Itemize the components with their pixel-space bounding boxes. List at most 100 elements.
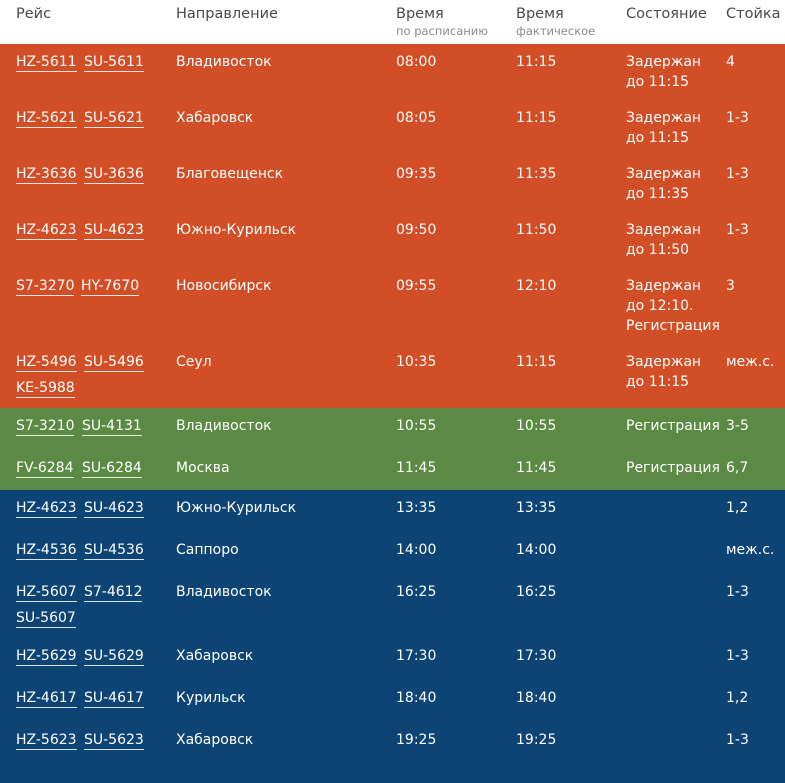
checkin-desk-cell: 1-3 [726,222,749,238]
checkin-desk-cell: 4 [726,54,735,70]
table-row: HZ-5629 SU-5629 Хабаровск 17:30 17:30 1-3 [0,638,785,680]
actual-time-cell: 17:30 [516,648,557,664]
direction-cell: Хабаровск [176,648,254,664]
checkin-desk-cell: меж.с. [726,354,775,370]
flight-link[interactable]: HZ-5629 [16,648,77,666]
direction-cell: Владивосток [176,584,272,600]
checkin-desk-cell: 1-3 [726,584,749,600]
status-cell: Регистрация [626,418,720,434]
flight-link[interactable]: HZ-4623 [16,500,77,518]
scheduled-time-cell: 08:00 [396,54,437,70]
scheduled-time-cell: 19:25 [396,732,437,748]
actual-time-cell: 10:55 [516,418,557,434]
status-cell: Регистрация [626,460,720,476]
table-row: HZ-5611 SU-5611 Владивосток 08:00 11:15 4 Заде… [0,44,785,100]
flight-link[interactable]: SU-5629 [84,648,144,666]
scheduled-time-cell: 09:35 [396,166,437,182]
checkin-desk-cell: 1,2 [726,690,749,706]
header-direction: Направление [176,6,278,22]
status-cell: Задержан до 11:15 [626,110,702,146]
checkin-desk-cell: 3-5 [726,418,749,434]
status-cell: Задержан до 11:50 [626,222,702,258]
actual-time-cell: 11:15 [516,354,557,370]
status-cell: Задержан до 11:15 [626,354,702,390]
flight-link[interactable]: SU-5623 [84,732,144,750]
direction-cell: Южно-Курильск [176,500,297,516]
direction-cell: Курильск [176,690,246,706]
direction-cell: Новосибирск [176,278,272,294]
table-row: S7-3210 SU-4131 Владивосток 10:55 10:55 3-5 Ре… [0,408,785,450]
actual-time-cell: 11:50 [516,222,557,238]
actual-time-cell: 12:10 [516,278,557,294]
table-row: HZ-4623 SU-4623 Южно-Курильск 13:35 13:35 1,2 [0,490,785,532]
flight-link[interactable]: HZ-4617 [16,690,77,708]
table-header: Рейс Направление Время по расписанию Вре… [0,0,785,45]
scheduled-time-cell: 09:55 [396,278,437,294]
flight-link[interactable]: FV-6284 [16,460,74,478]
flight-link[interactable]: SU-4623 [84,222,144,240]
status-cell: Задержан до 11:15 [626,54,702,90]
header-time-scheduled: Время [396,6,444,22]
direction-cell: Благовещенск [176,166,284,182]
flight-link[interactable]: SU-4623 [84,500,144,518]
table-row: HZ-5607 S7-4612 SU-5607 Владивосток 16:25 16:… [0,574,785,638]
scheduled-time-cell: 08:05 [396,110,437,126]
direction-cell: Хабаровск [176,110,254,126]
header-time-scheduled-sub: по расписанию [396,24,488,38]
flight-link[interactable]: HZ-4536 [16,542,77,560]
actual-time-cell: 11:15 [516,110,557,126]
flight-link[interactable]: SU-4617 [84,690,144,708]
flight-link[interactable]: HY-7670 [81,278,140,296]
flight-link[interactable]: HZ-5621 [16,110,77,128]
header-desk: Стойка [726,6,781,22]
flight-link[interactable]: SU-5607 [16,610,76,628]
flight-link[interactable]: HZ-5623 [16,732,77,750]
checkin-desk-cell: 1-3 [726,166,749,182]
checkin-desk-cell: 1-3 [726,648,749,664]
table-row: HZ-4536 SU-4536 Саппоро 14:00 14:00 меж.с. [0,532,785,574]
flight-link[interactable]: SU-5621 [84,110,144,128]
flight-link[interactable]: SU-4131 [82,418,142,436]
flight-link[interactable]: S7-3210 [16,418,75,436]
flight-link[interactable]: S7-4612 [84,584,143,602]
actual-time-cell: 14:00 [516,542,557,558]
checkin-desk-cell: меж.с. [726,542,775,558]
scheduled-time-cell: 13:35 [396,500,437,516]
flight-link[interactable]: HZ-5611 [16,54,77,72]
direction-cell: Владивосток [176,418,272,434]
table-row: HZ-5621 SU-5621 Хабаровск 08:05 11:15 1-3 Заде… [0,100,785,156]
flight-link[interactable]: SU-3636 [84,166,144,184]
flight-link[interactable]: SU-5611 [84,54,144,72]
checkin-desk-cell: 6,7 [726,460,749,476]
actual-time-cell: 11:45 [516,460,557,476]
flight-link[interactable]: SU-4536 [84,542,144,560]
direction-cell: Южно-Курильск [176,222,297,238]
scheduled-time-cell: 10:35 [396,354,437,370]
direction-cell: Саппоро [176,542,239,558]
flight-link[interactable]: SU-5496 [84,354,144,372]
actual-time-cell: 13:35 [516,500,557,516]
flight-link[interactable]: S7-3270 [16,278,75,296]
table-row: FV-6284 SU-6284 Москва 11:45 11:45 6,7 Регистр… [0,450,785,490]
direction-cell: Сеул [176,354,212,370]
flight-link[interactable]: HZ-5496 [16,354,77,372]
table-row: HZ-4623 SU-4623 Южно-Курильск 09:50 11:50 1-3… [0,212,785,268]
flight-link[interactable]: KE-5988 [16,380,75,398]
status-cell: Задержан до 11:35 [626,166,702,202]
flight-link[interactable]: HZ-3636 [16,166,77,184]
scheduled-time-cell: 14:00 [396,542,437,558]
status-cell: Задержан до 12:10. Регистрация [626,278,720,334]
actual-time-cell: 19:25 [516,732,557,748]
scheduled-time-cell: 11:45 [396,460,437,476]
actual-time-cell: 11:35 [516,166,557,182]
header-flight: Рейс [16,6,52,22]
checkin-desk-cell: 3 [726,278,735,294]
actual-time-cell: 11:15 [516,54,557,70]
direction-cell: Владивосток [176,54,272,70]
scheduled-time-cell: 09:50 [396,222,437,238]
flight-link[interactable]: HZ-4623 [16,222,77,240]
scheduled-time-cell: 18:40 [396,690,437,706]
direction-cell: Хабаровск [176,732,254,748]
flight-link[interactable]: SU-6284 [82,460,142,478]
flight-link[interactable]: HZ-5607 [16,584,77,602]
